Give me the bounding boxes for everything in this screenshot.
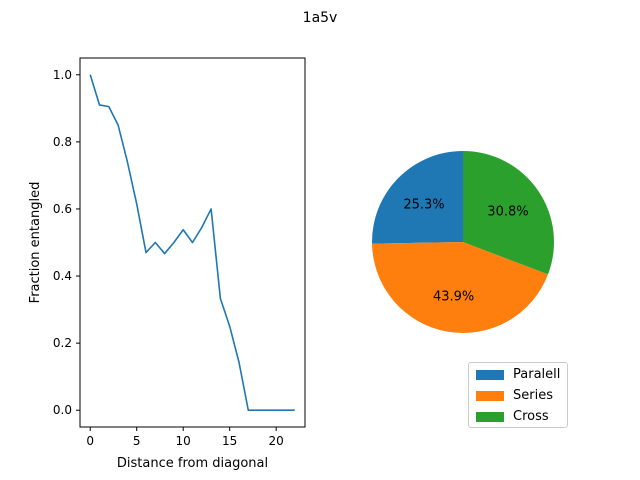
x-tick-label: 5: [133, 434, 141, 448]
y-tick-label: 0.4: [53, 269, 72, 283]
legend-swatch-cross: [476, 412, 504, 422]
pie-slice-label-paralell: 25.3%: [403, 197, 444, 212]
x-axis-label: Distance from diagonal: [117, 456, 268, 471]
line-chart: 0 5 10 15 20 0.0 0.2 0.4 0.6 0.8 1.0 Distance fro…: [28, 57, 306, 471]
legend-swatch-series: [476, 391, 504, 401]
pie-slice-paralell: [372, 151, 463, 244]
y-axis-label: Fraction entangled: [28, 182, 43, 304]
x-tick-label: 0: [86, 434, 94, 448]
pie-chart: 25.3% 43.9% 30.8%: [372, 151, 554, 333]
pie-legend: Paralell Series Cross: [468, 362, 568, 428]
y-tick-label: 0.8: [53, 135, 72, 149]
pie-slice-series: [372, 242, 549, 333]
legend-label-cross: Cross: [513, 409, 549, 424]
x-tick-label: 15: [222, 434, 237, 448]
legend-entry-paralell: Paralell: [476, 367, 560, 383]
pie-slice-cross: [463, 151, 554, 275]
series-line: [89, 74, 295, 412]
pie-slice-label-series: 43.9%: [433, 289, 474, 304]
y-tick-label: 0.0: [53, 403, 72, 417]
y-tick-label: 0.2: [53, 336, 72, 350]
y-tick-label: 1.0: [53, 68, 72, 82]
figure-title: 1a5v: [303, 10, 338, 26]
x-tick-label: 10: [176, 434, 191, 448]
legend-label-series: Series: [513, 388, 553, 403]
legend-swatch-paralell: [476, 370, 504, 380]
x-tick-label: 20: [269, 434, 284, 448]
legend-entry-series: Series: [476, 388, 553, 404]
legend-entry-cross: Cross: [476, 409, 549, 425]
y-axis-ticks: 0.0 0.2 0.4 0.6 0.8 1.0: [53, 68, 80, 417]
pie-slice-label-cross: 30.8%: [487, 205, 528, 220]
x-axis-ticks: 0 5 10 15 20: [86, 427, 284, 448]
y-tick-label: 0.6: [53, 202, 72, 216]
legend-label-paralell: Paralell: [513, 367, 561, 382]
